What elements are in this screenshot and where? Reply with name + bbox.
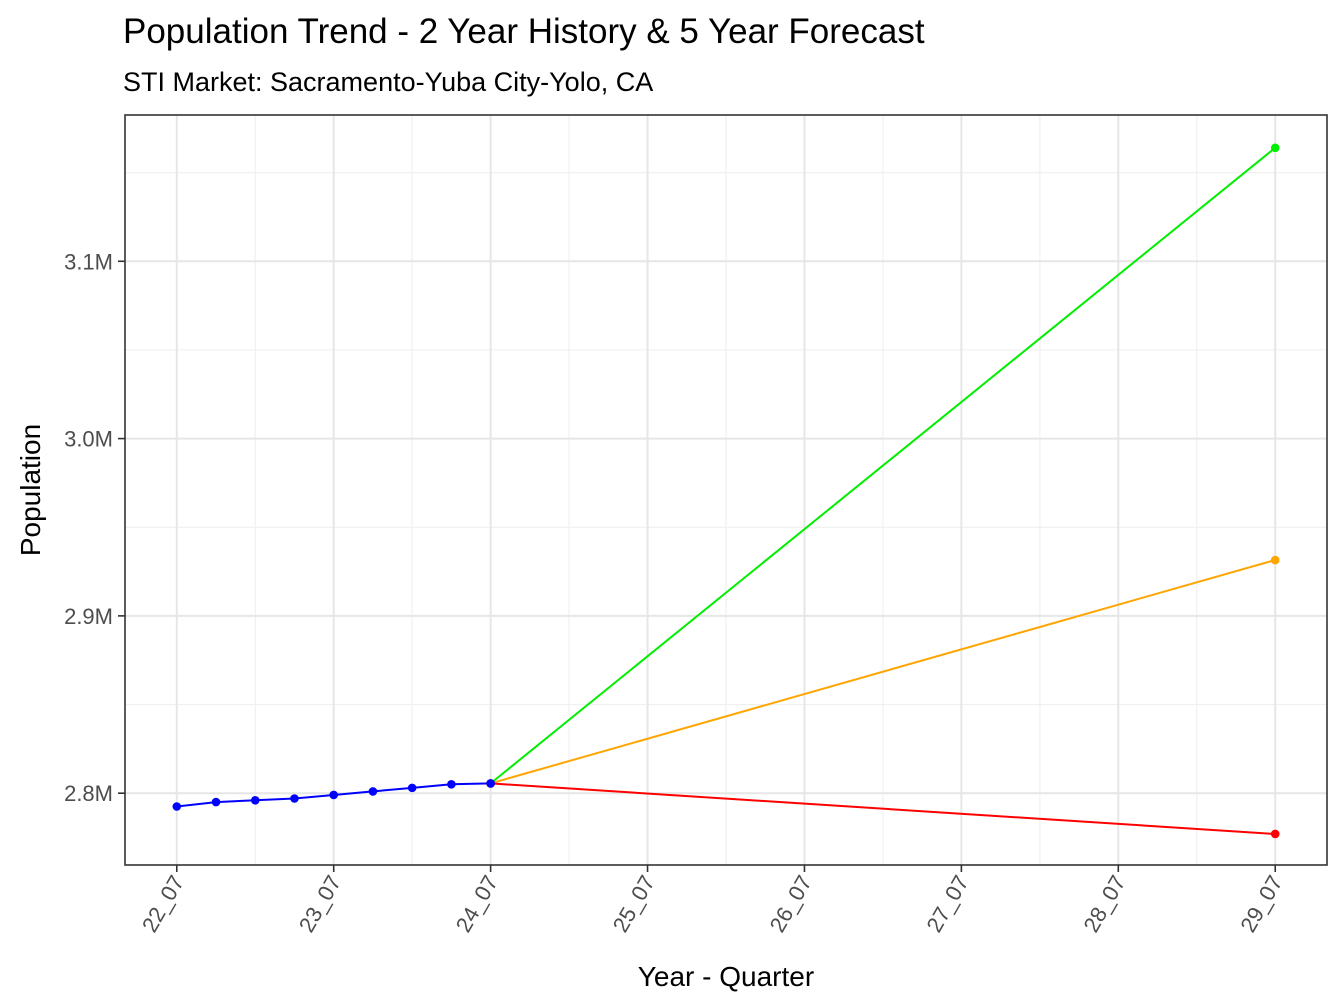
x-tick-label: 22_07 [137, 871, 189, 936]
series-line [489, 147, 1276, 785]
y-tick-label: 2.8M [64, 781, 113, 806]
chart-title: Population Trend - 2 Year History & 5 Ye… [123, 12, 925, 51]
data-point [1270, 143, 1280, 153]
data-point [368, 787, 378, 796]
data-point [407, 783, 417, 793]
data-point [447, 780, 456, 789]
y-tick-label: 3.1M [64, 249, 113, 274]
x-tick-label: 24_07 [451, 871, 503, 936]
plot-border [124, 114, 1328, 866]
data-point [250, 795, 260, 805]
x-tick-label: 28_07 [1078, 871, 1130, 936]
data-point [290, 794, 299, 803]
x-tick-label: 26_07 [765, 871, 817, 936]
x-tick-label: 23_07 [294, 871, 346, 936]
data-point [1270, 829, 1280, 839]
series-layer [172, 143, 1280, 839]
data-point [172, 802, 182, 811]
y-axis-title: Population [15, 424, 46, 556]
series-line [490, 559, 1276, 785]
x-axis-title: Year - Quarter [638, 961, 814, 992]
y-tick-label: 2.9M [64, 604, 113, 629]
y-tick-label: 3.0M [64, 427, 113, 452]
data-point [1270, 555, 1280, 565]
x-tick-label: 25_07 [608, 871, 660, 936]
chart-subtitle: STI Market: Sacramento-Yuba City-Yolo, C… [123, 67, 653, 97]
data-point [329, 790, 339, 800]
data-point [486, 779, 495, 788]
data-point [211, 797, 221, 807]
x-tick-label: 27_07 [921, 871, 973, 936]
minor-gridlines [125, 115, 1327, 865]
series-line [490, 782, 1276, 835]
x-tick-label: 29_07 [1235, 871, 1287, 936]
major-gridlines [125, 115, 1327, 865]
